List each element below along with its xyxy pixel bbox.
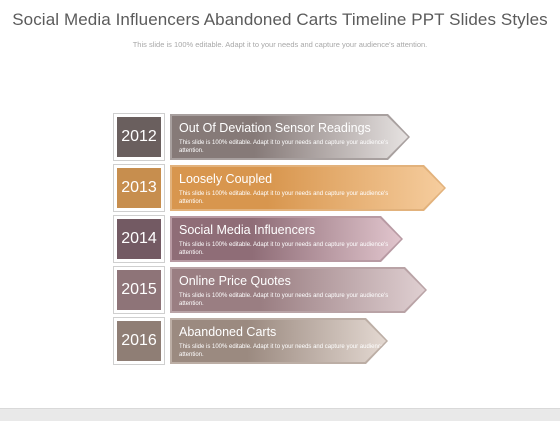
timeline-banner: Out Of Deviation Sensor Readings This sl… [170,114,410,160]
timeline-row: 2016 Abandoned Carts This slide is 100% … [0,318,560,364]
banner-heading: Abandoned Carts [179,325,277,339]
timeline-row: 2013 Loosely Coupled This slide is 100% … [0,165,560,211]
year-box: 2014 [114,216,164,262]
banner-heading: Out Of Deviation Sensor Readings [179,121,371,135]
banner-heading: Online Price Quotes [179,274,291,288]
banner-description: This slide is 100% editable. Adapt it to… [179,293,389,307]
year-box: 2012 [114,114,164,160]
banner-description: This slide is 100% editable. Adapt it to… [179,140,389,154]
year-box: 2013 [114,165,164,211]
footer-bar [0,408,560,421]
banner-heading: Loosely Coupled [179,172,273,186]
timeline-banner: Online Price Quotes This slide is 100% e… [170,267,427,313]
timeline-row: 2012 Out Of Deviation Sensor Readings Th… [0,114,560,160]
year-box: 2015 [114,267,164,313]
timeline-banner: Social Media Influencers This slide is 1… [170,216,403,262]
banner-fill: Abandoned Carts This slide is 100% edita… [172,320,386,362]
timeline-row: 2015 Online Price Quotes This slide is 1… [0,267,560,313]
banner-fill: Out Of Deviation Sensor Readings This sl… [172,116,408,158]
slide-subtitle: This slide is 100% editable. Adapt it to… [132,40,428,49]
year-box: 2016 [114,318,164,364]
timeline-banner: Loosely Coupled This slide is 100% edita… [170,165,446,211]
banner-description: This slide is 100% editable. Adapt it to… [179,344,389,358]
timeline-row: 2014 Social Media Influencers This slide… [0,216,560,262]
timeline-banner: Abandoned Carts This slide is 100% edita… [170,318,388,364]
banner-heading: Social Media Influencers [179,223,316,237]
slide-title: Social Media Influencers Abandoned Carts… [12,10,548,29]
banner-fill: Online Price Quotes This slide is 100% e… [172,269,425,311]
banner-description: This slide is 100% editable. Adapt it to… [179,242,389,256]
banner-description: This slide is 100% editable. Adapt it to… [179,191,389,205]
banner-fill: Loosely Coupled This slide is 100% edita… [172,167,444,209]
banner-fill: Social Media Influencers This slide is 1… [172,218,401,260]
